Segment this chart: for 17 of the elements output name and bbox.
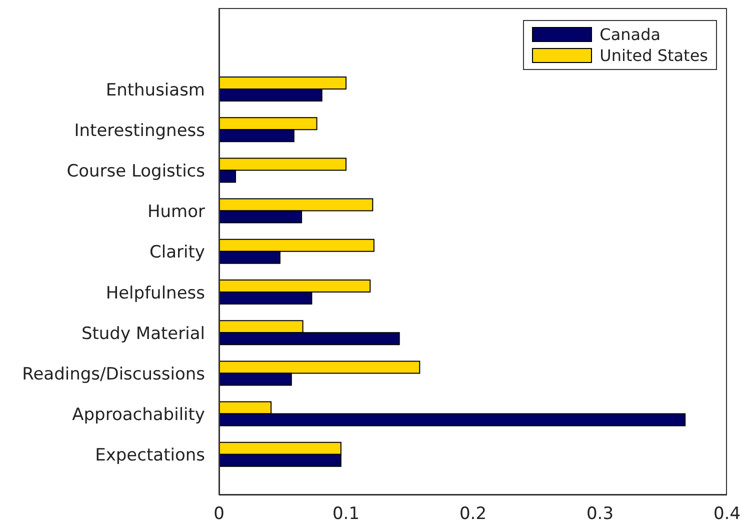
y-tick-label: Expectations xyxy=(95,446,206,466)
y-tick-label: Approachability xyxy=(72,405,205,426)
x-tick-label: 0.3 xyxy=(586,504,614,524)
x-tick-label: 0.1 xyxy=(332,504,360,524)
y-tick-label: Interestingness xyxy=(74,120,206,141)
y-tick-label: Enthusiasm xyxy=(106,80,205,100)
y-tick-label: Clarity xyxy=(150,242,205,263)
y-tick-label: Helpfulness xyxy=(106,283,206,304)
legend-label: Canada xyxy=(600,25,661,44)
x-tick-label: 0.4 xyxy=(713,504,741,524)
legend-label: United States xyxy=(600,46,708,65)
y-tick-label: Study Material xyxy=(81,324,205,344)
x-tick-label: 0 xyxy=(214,504,224,524)
x-tick-label: 0.2 xyxy=(459,504,487,524)
y-tick-label: Readings/Discussions xyxy=(22,364,206,385)
y-tick-label: Course Logistics xyxy=(66,162,206,182)
y-tick-label: Humor xyxy=(147,202,206,222)
